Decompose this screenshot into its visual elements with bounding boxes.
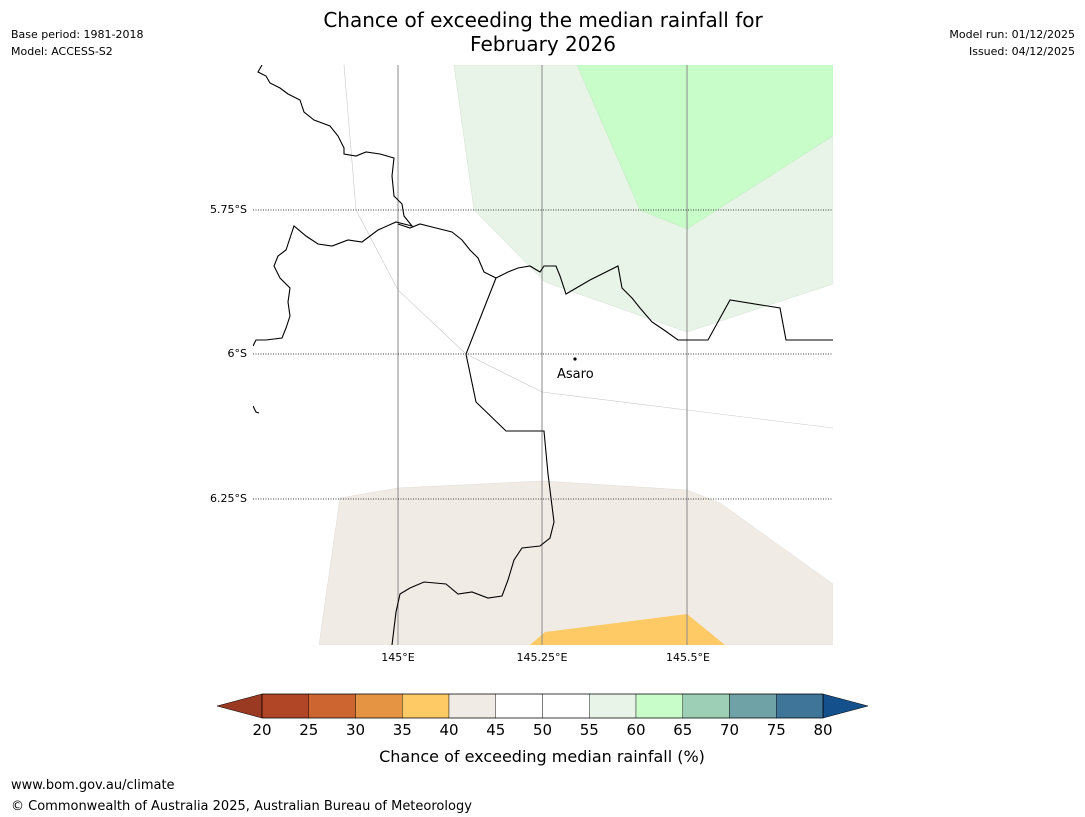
colorbar-tick-label: 35 xyxy=(393,721,412,739)
issued-text: Issued: 04/12/2025 xyxy=(968,45,1075,58)
colorbar-tick-label: 45 xyxy=(486,721,505,739)
footer: www.bom.gov.au/climate © Commonwealth of… xyxy=(11,775,472,817)
colorbar-segment xyxy=(308,693,356,719)
colorbar-tick-label: 25 xyxy=(299,721,318,739)
colorbar-tick-label: 50 xyxy=(533,721,552,739)
lon-label-145: 145°E xyxy=(381,651,414,664)
province-border xyxy=(397,223,833,341)
colorbar-segment xyxy=(776,693,824,719)
model-text: Model: ACCESS-S2 xyxy=(11,45,113,58)
colorbar-segment xyxy=(589,693,637,719)
colorbar-segment xyxy=(682,693,730,719)
colorbar-extend-high xyxy=(822,693,869,719)
colorbar-label: Chance of exceeding median rainfall (%) xyxy=(379,747,705,766)
region-35-40 xyxy=(530,614,725,645)
province-border xyxy=(391,277,555,645)
asaro-label: Asaro xyxy=(557,367,594,382)
colorbar-tick-label: 75 xyxy=(767,721,786,739)
colorbar-ticks: 20 25 30 35 40 45 50 55 60 65 70 75 80 xyxy=(252,721,832,739)
lat-label-5-75: 5.75°S xyxy=(210,203,247,216)
lon-label-145-25: 145.25°E xyxy=(517,651,568,664)
colorbar-segment xyxy=(542,693,590,719)
lat-label-6-25: 6.25°S xyxy=(210,492,247,505)
base-period-text: Base period: 1981-2018 xyxy=(11,28,144,41)
meta-left: Base period: 1981-2018 Model: ACCESS-S2 xyxy=(11,26,143,60)
map-area: Asaro xyxy=(253,65,833,645)
province-border xyxy=(253,65,414,347)
colorbar-segment xyxy=(261,693,309,719)
lon-label-145-5: 145.5°E xyxy=(666,651,710,664)
colorbar-segment xyxy=(495,693,543,719)
colorbar-extend-low xyxy=(216,693,263,719)
colorbar-tick-label: 30 xyxy=(346,721,365,739)
colorbar-segment xyxy=(635,693,683,719)
colorbar-segment xyxy=(355,693,403,719)
colorbar: 20 25 30 35 40 45 50 55 60 65 70 75 80 Chance of exc… xyxy=(216,693,869,766)
meta-right: Model run: 01/12/2025 Issued: 04/12/2025 xyxy=(949,26,1075,60)
colorbar-tick-label: 60 xyxy=(626,721,645,739)
region-40-45 xyxy=(318,480,833,645)
colorbar-segments xyxy=(261,693,824,719)
colorbar-tick-label: 80 xyxy=(813,721,832,739)
colorbar-outline xyxy=(261,693,824,719)
lat-label-6: 6°S xyxy=(228,347,247,360)
model-run-text: Model run: 01/12/2025 xyxy=(949,28,1075,41)
colorbar-tick-label: 55 xyxy=(580,721,599,739)
colorbar-tick-label: 65 xyxy=(673,721,692,739)
footer-copyright: © Commonwealth of Australia 2025, Austra… xyxy=(11,799,472,814)
region-60-65 xyxy=(576,65,833,230)
colorbar-tick-label: 70 xyxy=(720,721,739,739)
asaro-marker xyxy=(573,357,577,361)
colorbar-segment xyxy=(448,693,496,719)
province-border xyxy=(253,405,260,414)
colorbar-segment xyxy=(402,693,450,719)
title-line-2: February 2026 xyxy=(470,32,616,56)
colorbar-tick-label: 20 xyxy=(252,721,271,739)
title-line-1: Chance of exceeding the median rainfall … xyxy=(323,8,763,32)
colorbar-tick-label: 40 xyxy=(439,721,458,739)
chart-title: Chance of exceeding the median rainfall … xyxy=(243,8,843,56)
footer-url[interactable]: www.bom.gov.au/climate xyxy=(11,778,175,793)
colorbar-segment xyxy=(729,693,777,719)
